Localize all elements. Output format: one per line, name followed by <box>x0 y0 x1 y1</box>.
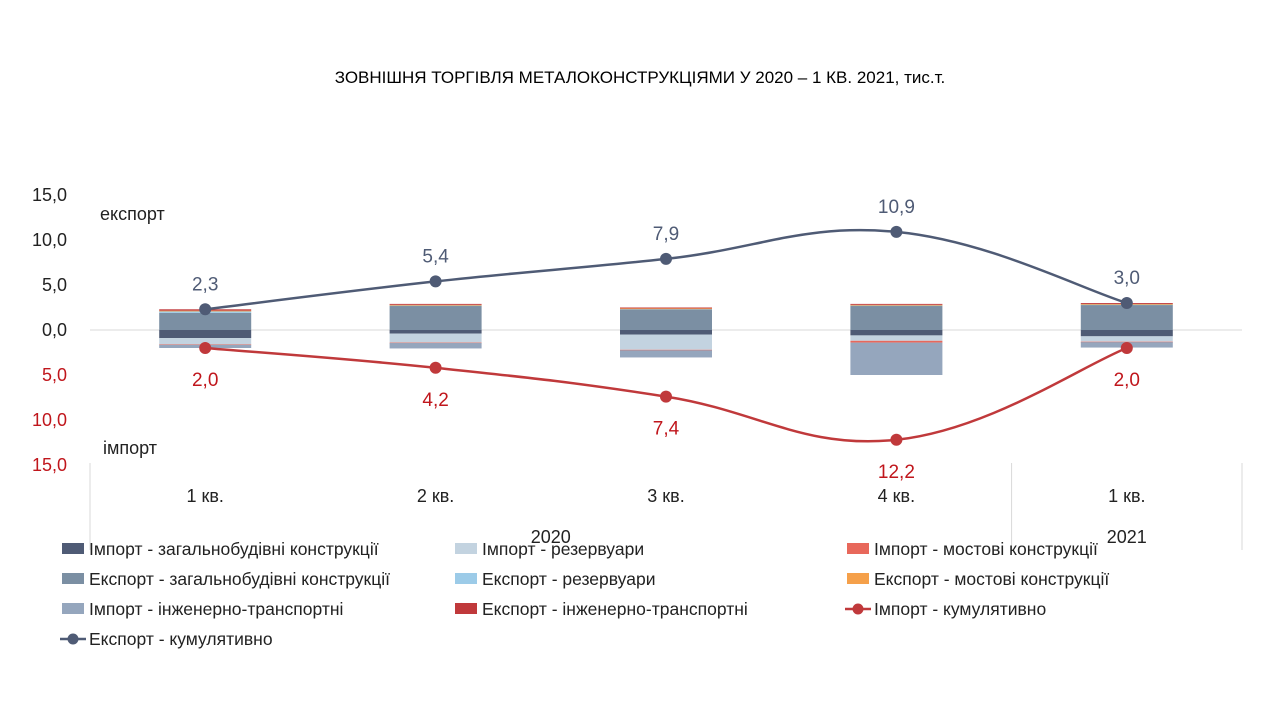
import-bar-segment <box>620 330 712 335</box>
legend-marker <box>67 633 79 645</box>
legend-swatch <box>847 573 869 584</box>
legend-label: Імпорт - кумулятивно <box>874 599 1046 619</box>
legend-marker <box>852 603 864 615</box>
import-data-label: 4,2 <box>422 390 448 411</box>
import-data-label: 7,4 <box>653 419 680 440</box>
category-label: 1 кв. <box>186 486 223 506</box>
legend-swatch <box>62 543 84 554</box>
y-tick-label: 15,0 <box>32 185 67 205</box>
import-bar-segment <box>389 333 482 343</box>
export-data-label: 3,0 <box>1114 268 1140 289</box>
y-tick-label: 10,0 <box>32 410 67 430</box>
export-bar-segment <box>389 303 482 305</box>
export-data-label: 5,4 <box>422 246 449 267</box>
import-bar-segment <box>620 334 712 350</box>
category-label: 3 кв. <box>647 486 684 506</box>
export-bar-segment <box>159 312 252 330</box>
y-tick-label: 0,0 <box>42 320 67 340</box>
import-point <box>429 361 442 374</box>
legend-label: Експорт - загальнобудівні конструкції <box>89 569 390 589</box>
export-bar-segment <box>389 304 482 306</box>
import-bar-segment <box>1080 330 1173 337</box>
export-bar-segment <box>850 304 943 306</box>
export-data-label: 10,9 <box>878 197 915 218</box>
legend-swatch <box>455 603 477 614</box>
legend-label: Експорт - інженерно-транспортні <box>482 599 748 619</box>
export-data-label: 7,9 <box>653 224 679 245</box>
export-bar-segment <box>850 305 943 307</box>
import-point <box>199 342 212 354</box>
export-bar-segment <box>389 305 482 330</box>
legend-swatch <box>847 543 869 554</box>
category-label: 2 кв. <box>417 486 454 506</box>
legend-swatch <box>455 573 477 584</box>
import-bar-segment <box>620 349 712 351</box>
import-bar-segment <box>389 342 482 344</box>
export-bar-segment <box>850 303 943 305</box>
export-bar-segment <box>620 308 712 310</box>
import-data-label: 2,0 <box>192 370 218 391</box>
export-point <box>429 275 442 288</box>
y-tick-label: 15,0 <box>32 455 67 475</box>
stacked-bars <box>159 303 1173 375</box>
import-data-label: 12,2 <box>878 462 915 483</box>
import-bar-segment <box>850 342 943 375</box>
legend-label: Експорт - кумулятивно <box>89 629 273 649</box>
legend-label: Експорт - резервуари <box>482 569 655 589</box>
export-bar-segment <box>620 308 712 310</box>
legend-swatch <box>62 603 84 614</box>
export-data-label: 2,3 <box>192 274 218 295</box>
legend-label: Імпорт - загальнобудівні конструкції <box>89 539 379 559</box>
legend-swatch <box>455 543 477 554</box>
import-bar-segment <box>159 338 252 345</box>
import-bar-segment <box>850 335 943 341</box>
legend-label: Імпорт - інженерно-транспортні <box>89 599 343 619</box>
export-point <box>1120 297 1133 309</box>
import-point <box>660 390 672 403</box>
export-point <box>199 303 212 316</box>
export-bar-segment <box>620 307 712 309</box>
import-axis-label: імпорт <box>103 438 157 458</box>
legend-label: Експорт - мостові конструкції <box>874 569 1109 589</box>
legend-label: Імпорт - резервуари <box>482 539 644 559</box>
import-point <box>890 433 903 446</box>
export-bar-segment <box>850 305 943 330</box>
import-bar-segment <box>1080 336 1173 342</box>
category-label: 4 кв. <box>878 486 915 506</box>
import-point <box>1120 342 1133 354</box>
import-bar-segment <box>159 330 252 339</box>
year-label: 2021 <box>1107 527 1147 547</box>
import-bar-segment <box>850 340 943 343</box>
legend: Імпорт - загальнобудівні конструкції Імпо… <box>60 539 1109 649</box>
export-axis-label: експорт <box>100 204 165 224</box>
export-point <box>660 252 672 265</box>
export-bar-segment <box>389 305 482 307</box>
category-axis: 1 кв. 2 кв. 3 кв. 4 кв. 1 кв. 2020 2021 <box>89 463 1243 550</box>
legend-swatch <box>62 573 84 584</box>
y-tick-label: 5,0 <box>42 275 67 295</box>
year-label: 2020 <box>531 527 571 547</box>
import-bar-segment <box>850 330 943 336</box>
category-label: 1 кв. <box>1108 486 1145 506</box>
export-bar-segment <box>620 309 712 330</box>
import-bar-segment <box>389 330 482 334</box>
import-data-label: 2,0 <box>1114 370 1140 391</box>
import-bar-segment <box>389 343 482 349</box>
export-point <box>890 225 903 238</box>
y-tick-label: 5,0 <box>42 365 67 385</box>
legend-label: Імпорт - мостові конструкції <box>874 539 1098 559</box>
chart-title: ЗОВНІШНЯ ТОРГІВЛЯ МЕТАЛОКОНСТРУКЦІЯМИ У … <box>335 68 945 87</box>
y-tick-label: 10,0 <box>32 230 67 250</box>
import-bar-segment <box>620 350 712 358</box>
cumulative-lines: 2,3 5,4 7,9 10,9 3,0 2,0 4,2 7,4 12,2 2,0 <box>192 197 1140 483</box>
